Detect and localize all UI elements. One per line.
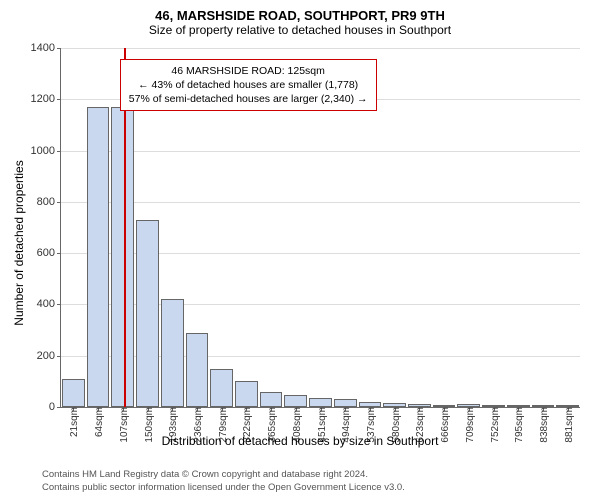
chart-area: 020040060080010001200140021sqm64sqm107sq…	[60, 48, 580, 408]
gridline	[61, 48, 580, 49]
histogram-bar	[309, 398, 332, 407]
histogram-bar	[111, 107, 134, 407]
gridline	[61, 202, 580, 203]
page-title: 46, MARSHSIDE ROAD, SOUTHPORT, PR9 9TH	[0, 0, 600, 23]
annotation-line-1: 46 MARSHSIDE ROAD: 125sqm	[129, 64, 368, 78]
histogram-bar	[186, 333, 209, 407]
histogram-bar	[136, 220, 159, 407]
y-tick-label: 1200	[31, 93, 61, 105]
page-subtitle: Size of property relative to detached ho…	[0, 23, 600, 41]
y-tick-label: 1000	[31, 145, 61, 157]
histogram-bar	[260, 392, 283, 407]
histogram-bar	[62, 379, 85, 407]
gridline	[61, 151, 580, 152]
x-tick-label: 64sqm	[92, 407, 105, 437]
y-tick-label: 0	[49, 401, 61, 413]
footer-line-1: Contains HM Land Registry data © Crown c…	[42, 469, 600, 481]
histogram-bar	[235, 381, 258, 407]
y-tick-label: 400	[37, 298, 61, 310]
footer-line-2: Contains public sector information licen…	[42, 482, 600, 494]
annotation-box: 46 MARSHSIDE ROAD: 125sqm ← 43% of detac…	[120, 59, 377, 112]
y-tick-label: 200	[37, 350, 61, 362]
annotation-line-2: ← 43% of detached houses are smaller (1,…	[129, 78, 368, 92]
histogram-bar	[284, 395, 307, 407]
y-axis-label: Number of detached properties	[12, 78, 26, 243]
y-tick-label: 600	[37, 247, 61, 259]
x-tick-label: 21sqm	[67, 407, 80, 437]
histogram-bar	[334, 399, 357, 407]
y-tick-label: 1400	[31, 42, 61, 54]
footer-attribution: Contains HM Land Registry data © Crown c…	[0, 469, 600, 494]
y-tick-label: 800	[37, 196, 61, 208]
annotation-line-3: 57% of semi-detached houses are larger (…	[129, 92, 368, 106]
histogram-bar	[87, 107, 110, 407]
histogram-bar	[161, 299, 184, 407]
x-axis-label: Distribution of detached houses by size …	[0, 434, 600, 448]
histogram-bar	[210, 369, 233, 407]
